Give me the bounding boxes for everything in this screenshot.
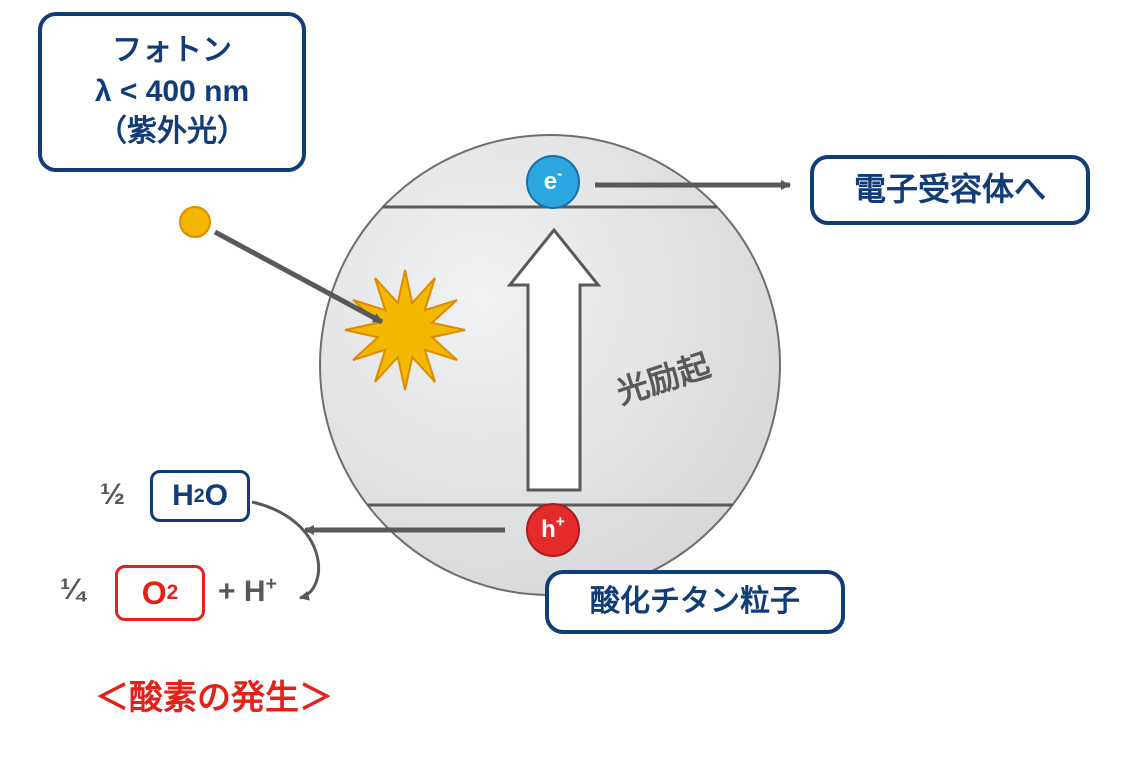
photon-dot-icon: [180, 207, 210, 237]
plus-h-plus-text: + H+: [218, 573, 277, 609]
electron-acceptor-box: 電子受容体へ: [810, 155, 1090, 225]
h2o-species-box: H2O: [150, 470, 250, 522]
fraction-half: ½: [100, 478, 125, 512]
photon-label-box: フォトンλ < 400 nm（紫外光）: [38, 12, 306, 172]
oxygen-generation-title: ＜酸素の発生＞: [95, 670, 333, 719]
photon-box-line: フォトン: [112, 31, 232, 72]
photon-box-line: （紫外光）: [97, 112, 247, 153]
photon-box-line: λ < 400 nm: [95, 72, 249, 113]
tio2-label-box: 酸化チタン粒子: [545, 570, 845, 634]
o2-species-box: O2: [115, 565, 205, 621]
fraction-quarter: ¼: [60, 573, 85, 607]
